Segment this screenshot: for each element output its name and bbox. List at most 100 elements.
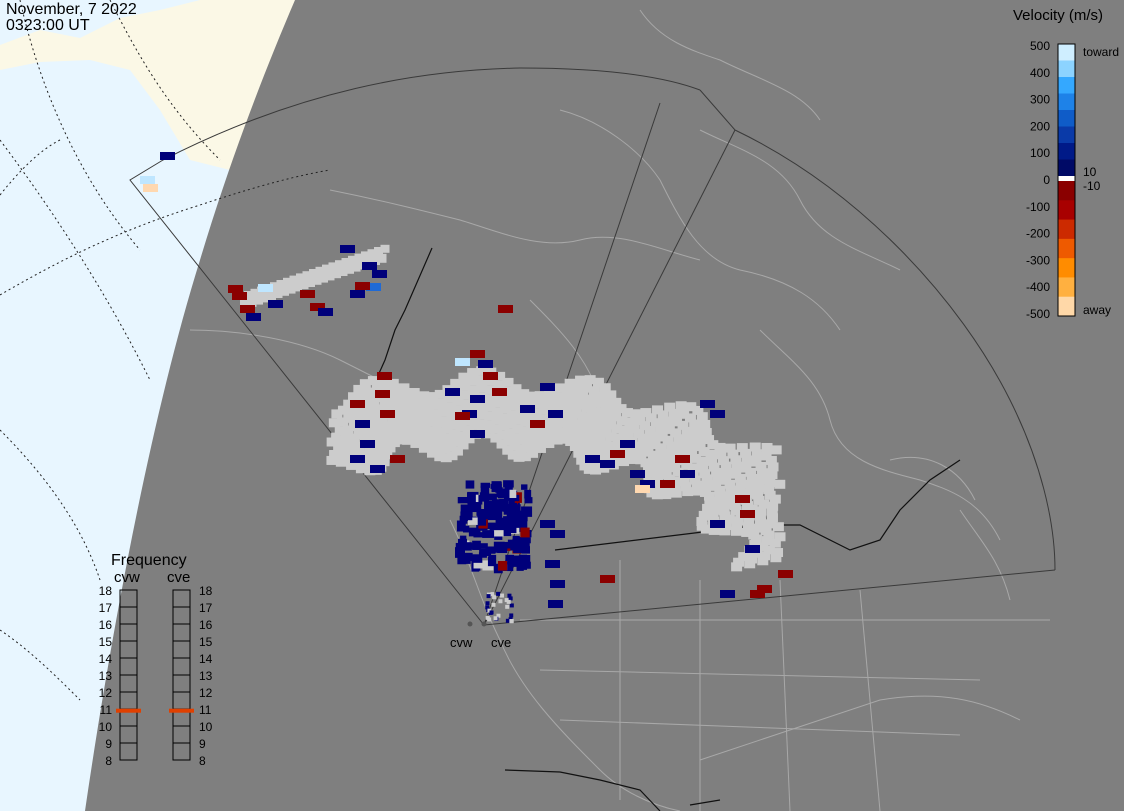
velocity-cell [548,410,563,418]
velocity-cell [757,556,768,565]
velocity-cell [509,613,513,617]
colorbar-inner-label-pos: 10 [1083,165,1097,179]
velocity-cell [360,440,375,448]
site-label-cvw: cvw [450,635,473,650]
velocity-cell [550,530,565,538]
velocity-cell [524,497,532,503]
colorbar-swatch [1058,258,1075,278]
frequency-level-label: 15 [99,635,113,649]
velocity-cell [519,537,531,543]
colorbar-swatch [1058,297,1075,317]
frequency-level-label: 17 [99,601,113,615]
velocity-cell [486,616,490,620]
velocity-cell [140,176,155,184]
velocity-cell [483,372,498,380]
velocity-cell [520,528,529,538]
velocity-cell [246,313,261,321]
velocity-cell [710,520,725,528]
frequency-level-label: 14 [199,652,213,666]
frequency-level-label: 17 [199,601,213,615]
velocity-cell [474,563,484,569]
velocity-cell [498,492,504,498]
velocity-cell [744,559,755,568]
velocity-cell [757,585,772,593]
frequency-level-label: 11 [100,703,113,717]
velocity-cell [530,420,545,428]
velocity-cell [375,390,390,398]
velocity-cell [522,511,529,516]
velocity-cell [770,553,781,562]
velocity-cell [521,484,527,489]
velocity-cell [771,445,782,454]
site-marker-cve [482,622,487,627]
colorbar-swatch [1058,200,1075,220]
velocity-cell [380,410,395,418]
velocity-cell [487,505,497,512]
velocity-cell [268,300,283,308]
velocity-cell [398,383,409,392]
frequency-level-label: 12 [99,686,113,700]
frequency-level-label: 10 [99,720,113,734]
velocity-cell [731,527,742,536]
frequency-level-label: 8 [105,754,112,768]
velocity-cell [635,485,650,493]
velocity-cell [477,543,487,548]
velocity-cell [575,400,590,408]
velocity-cell [499,499,508,507]
colorbar-swatch [1058,94,1075,111]
velocity-cell [463,526,469,533]
colorbar-tick-label: 0 [1043,173,1050,187]
velocity-cell [700,400,715,408]
time-label: 0323:00 UT [6,18,137,34]
colorbar-swatch [1058,239,1075,259]
velocity-cell [388,379,399,388]
velocity-cell [680,470,695,478]
velocity-cell [318,308,333,316]
velocity-cell [487,594,491,598]
velocity-cell [768,462,779,471]
velocity-cell [509,490,516,498]
velocity-cell [498,599,502,603]
velocity-cell [258,284,273,292]
velocity-cell [507,600,511,604]
site-marker-cvw [468,622,473,627]
frequency-level-label: 18 [99,584,113,598]
velocity-cell [478,517,486,526]
velocity-cell [381,245,390,253]
colorbar-tick-label: 400 [1030,66,1050,80]
colorbar-swatch [1058,160,1075,177]
velocity-cell [355,282,370,290]
velocity-cell [491,603,495,607]
frequency-level-label: 14 [99,652,113,666]
velocity-cell [671,489,682,498]
velocity-cell [455,358,470,366]
velocity-cell [492,595,496,599]
velocity-cell [778,570,793,578]
colorbar-tick-label: 200 [1030,119,1050,133]
colorbar-tick-label: -300 [1026,253,1050,267]
velocity-cell [240,305,255,313]
velocity-cell [490,610,494,614]
velocity-cell [495,487,502,493]
velocity-cell [575,376,586,385]
velocity-cell [461,505,471,513]
colorbar-swatch [1058,143,1075,160]
velocity-cell [476,509,488,516]
velocity-cell [510,619,514,623]
colorbar-swatch [1058,44,1075,61]
velocity-cell [540,520,555,528]
velocity-cell [370,465,385,473]
colorbar-swatch [1058,127,1075,144]
velocity-cell [773,522,784,531]
velocity-cell [409,388,420,397]
colorbar-swatch [1058,220,1075,240]
frequency-level-label: 11 [199,703,212,717]
velocity-cell [463,553,472,561]
velocity-cell [466,480,475,488]
colorbar-swatch [1058,61,1075,78]
velocity-cell [232,292,247,300]
colorbar-away-label: away [1083,303,1111,317]
velocity-cell [520,405,535,413]
velocity-cell [766,470,777,479]
